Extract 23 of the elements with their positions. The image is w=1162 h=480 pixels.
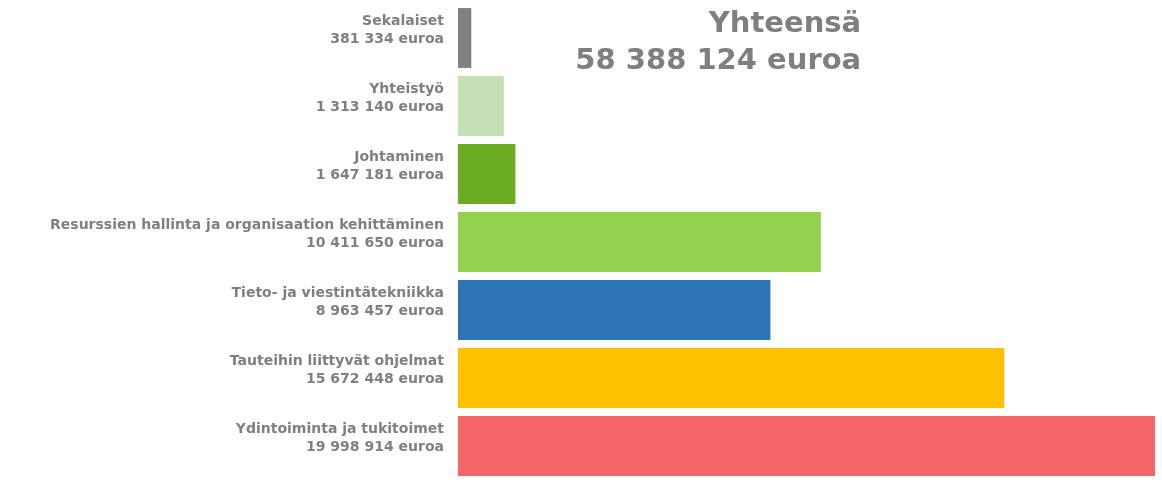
y-tick-label: Tauteihin liittyvät ohjelmat bbox=[229, 352, 445, 368]
data-label: 381 334 euroa bbox=[330, 30, 444, 46]
bar bbox=[458, 8, 472, 68]
bar bbox=[458, 76, 504, 136]
bar bbox=[458, 280, 771, 340]
y-tick-label: Ydintoiminta ja tukitoimet bbox=[234, 420, 445, 436]
data-label: 1 313 140 euroa bbox=[315, 98, 444, 114]
data-label: 10 411 650 euroa bbox=[306, 234, 444, 250]
text: Yhteensä bbox=[707, 4, 862, 39]
text: 58 388 124 euroa bbox=[575, 41, 862, 76]
bar bbox=[458, 212, 821, 272]
bar bbox=[458, 416, 1155, 476]
y-tick-label: Resurssien hallinta ja organisaation kehittäminen bbox=[50, 216, 444, 232]
data-label: 19 998 914 euroa bbox=[306, 438, 444, 454]
y-tick-label: Tieto- ja viestintätekniikka bbox=[231, 284, 444, 300]
bar bbox=[458, 144, 516, 204]
data-label: 1 647 181 euroa bbox=[315, 166, 444, 182]
data-label: 15 672 448 euroa bbox=[306, 370, 444, 386]
data-label: 8 963 457 euroa bbox=[315, 302, 444, 318]
y-tick-label: Sekalaiset bbox=[362, 12, 445, 28]
y-tick-label: Yhteistyö bbox=[368, 80, 445, 96]
bar bbox=[458, 348, 1005, 408]
y-tick-label: Johtaminen bbox=[353, 148, 444, 164]
